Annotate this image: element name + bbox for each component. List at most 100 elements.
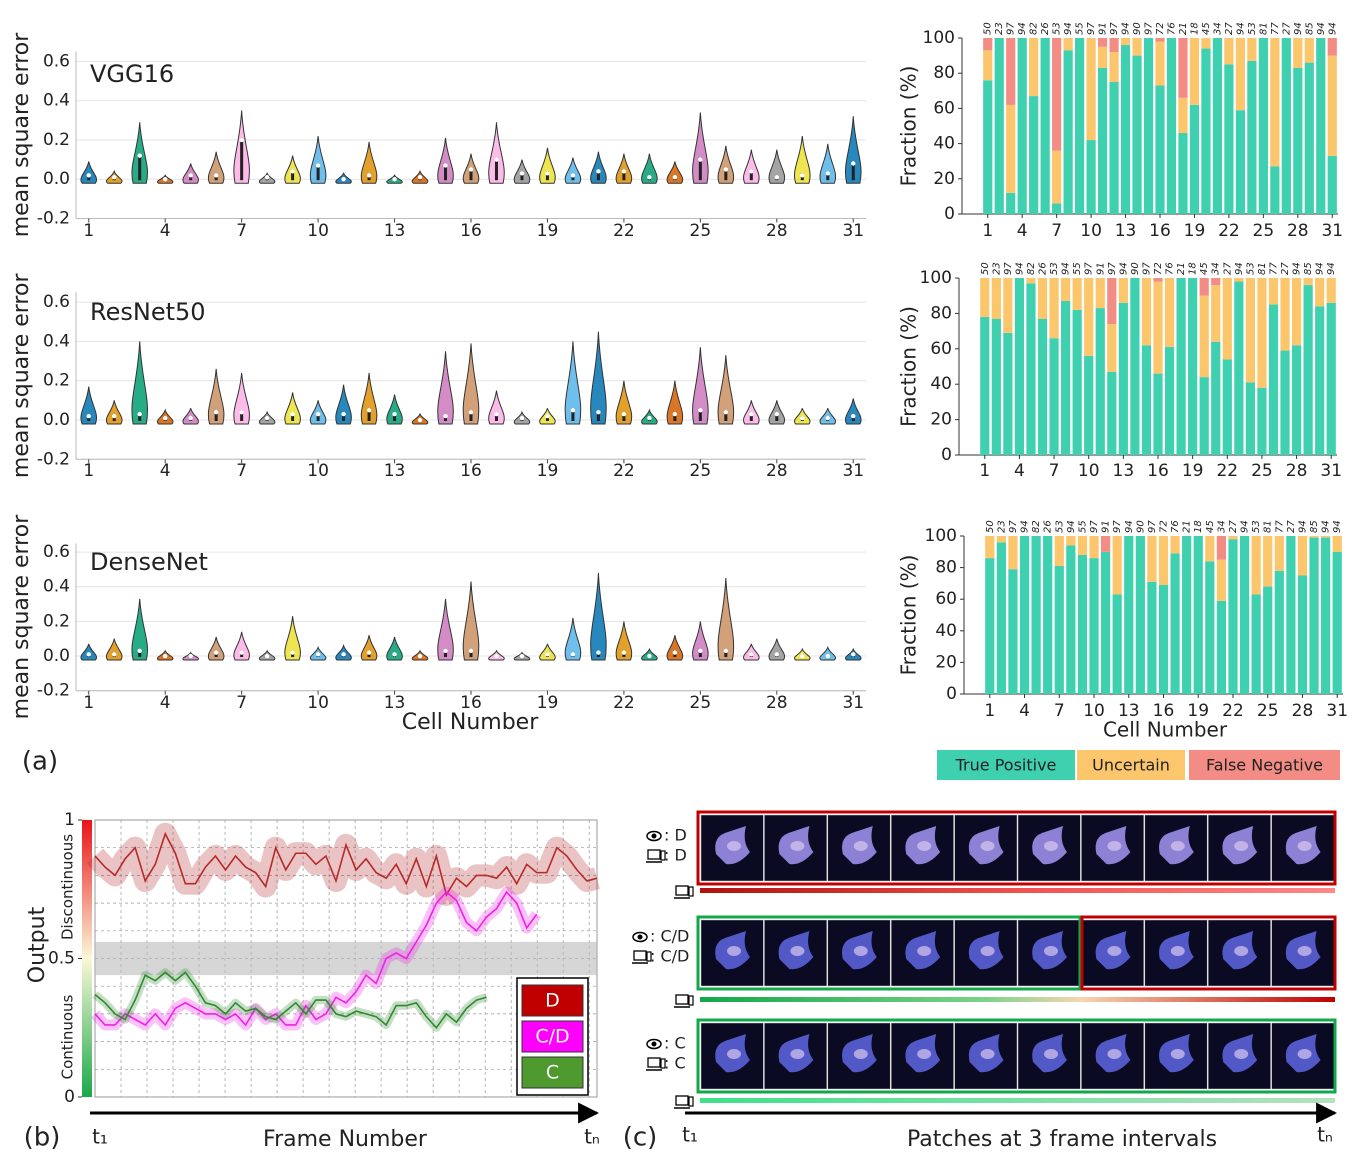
count-label: 81	[1258, 22, 1269, 35]
x-tick-label: 13	[384, 221, 406, 241]
legend-label: True Positive	[955, 756, 1057, 775]
bar-segment	[1257, 388, 1266, 455]
bar-segment	[1259, 38, 1268, 214]
count-label: 94	[1240, 520, 1251, 533]
bar-segment	[1052, 151, 1061, 204]
bar-segment	[997, 536, 1006, 542]
median-dot	[265, 416, 269, 420]
x-tick-label: 25	[1253, 221, 1275, 241]
x-tick-label: 25	[690, 693, 712, 713]
x-tick-label: 25	[1257, 701, 1279, 721]
bar-segment	[1121, 38, 1130, 45]
median-dot	[851, 414, 855, 418]
bar-segment	[997, 542, 1006, 694]
computer-icon	[676, 886, 688, 895]
x-tick-label: 13	[384, 461, 406, 481]
y-axis-label: mean square error	[9, 32, 34, 238]
bar-segment	[1178, 133, 1187, 214]
bar-segment	[1147, 582, 1156, 694]
median-dot	[494, 157, 498, 161]
median-dot	[316, 412, 320, 416]
bar-segment	[1132, 56, 1141, 214]
median-dot	[418, 654, 422, 658]
cell-blob	[1234, 946, 1248, 956]
median-dot	[622, 412, 626, 416]
bar-segment	[1052, 203, 1061, 214]
median-dot	[749, 652, 753, 656]
count-label: 97	[1008, 520, 1019, 533]
median-dot	[265, 654, 269, 658]
bar-segment	[1061, 301, 1070, 455]
bar-segment	[1282, 38, 1291, 214]
count-label: 90	[1132, 22, 1143, 35]
count-label: 97	[1089, 520, 1100, 533]
count-label: 94	[1061, 262, 1072, 275]
bar-segment	[983, 80, 992, 214]
cell-blob	[1234, 1049, 1248, 1059]
median-dot	[112, 414, 116, 418]
bar-segment	[1096, 308, 1105, 455]
x-tick-label: 4	[160, 461, 171, 481]
y-axis-label: Output	[25, 906, 50, 983]
count-label: 94	[1293, 22, 1304, 35]
bar-segment	[1275, 571, 1284, 694]
x-tick-label: 4	[1017, 221, 1028, 241]
count-label: 94	[1063, 22, 1074, 35]
median-dot	[698, 649, 702, 653]
bar-segment	[1333, 536, 1342, 552]
prediction-bar	[700, 997, 1335, 1002]
count-label: 27	[1280, 262, 1291, 275]
y-tick-label: 0	[64, 1087, 75, 1107]
bar-segment	[1043, 536, 1052, 694]
bar-segment	[1200, 296, 1209, 377]
x-tick-label: 16	[1149, 221, 1171, 241]
x-tick-label: 7	[236, 221, 247, 241]
median-dot	[138, 649, 142, 653]
median-dot	[214, 410, 218, 414]
bar-segment	[1200, 377, 1209, 455]
bar-segment	[1008, 569, 1017, 694]
median-dot	[392, 412, 396, 416]
y-tick-label: 100	[923, 28, 955, 48]
cell-blob	[917, 1049, 931, 1059]
count-label: 50	[983, 22, 994, 35]
bar-segment	[1026, 283, 1035, 455]
median-dot	[673, 175, 677, 179]
y-tick-label: 0.0	[43, 646, 70, 666]
median-dot	[520, 416, 524, 420]
bar-segment	[1075, 38, 1084, 214]
count-label: 90	[1130, 262, 1141, 275]
bar-segment	[1234, 282, 1243, 455]
median-dot	[418, 418, 422, 422]
count-label: 94	[1316, 22, 1327, 35]
bar-segment	[1155, 42, 1164, 86]
count-label: 18	[1193, 520, 1204, 533]
bar-segment	[980, 317, 989, 455]
bar-segment	[1142, 278, 1151, 345]
x-axis-label: Patches at 3 frame intervals	[907, 1127, 1217, 1152]
bar-segment	[992, 319, 1001, 455]
bar-segment	[1224, 64, 1233, 214]
bar-segment	[1006, 193, 1015, 214]
median-dot	[87, 414, 91, 418]
y-tick-label: 20	[935, 652, 957, 672]
bar-segment	[1055, 566, 1064, 694]
violin	[718, 578, 734, 660]
count-label: 82	[1031, 520, 1042, 533]
y-tick-label: 80	[933, 63, 955, 83]
x-tick-label: 1	[83, 693, 94, 713]
bar-segment	[1223, 278, 1232, 359]
bar-segment	[1008, 536, 1017, 569]
bar-segment	[1188, 278, 1197, 455]
count-label: 85	[1309, 520, 1320, 533]
bar-segment	[1101, 536, 1110, 552]
median-dot	[265, 175, 269, 179]
count-label: 53	[1245, 262, 1256, 275]
count-label: 72	[1153, 262, 1164, 275]
median-dot	[367, 408, 371, 412]
uncertain-band	[95, 942, 597, 975]
bar-segment	[1038, 319, 1047, 455]
cell-blob	[1298, 1049, 1312, 1059]
y-tick-label: 0.4	[43, 577, 70, 597]
bar-segment	[1132, 38, 1141, 56]
